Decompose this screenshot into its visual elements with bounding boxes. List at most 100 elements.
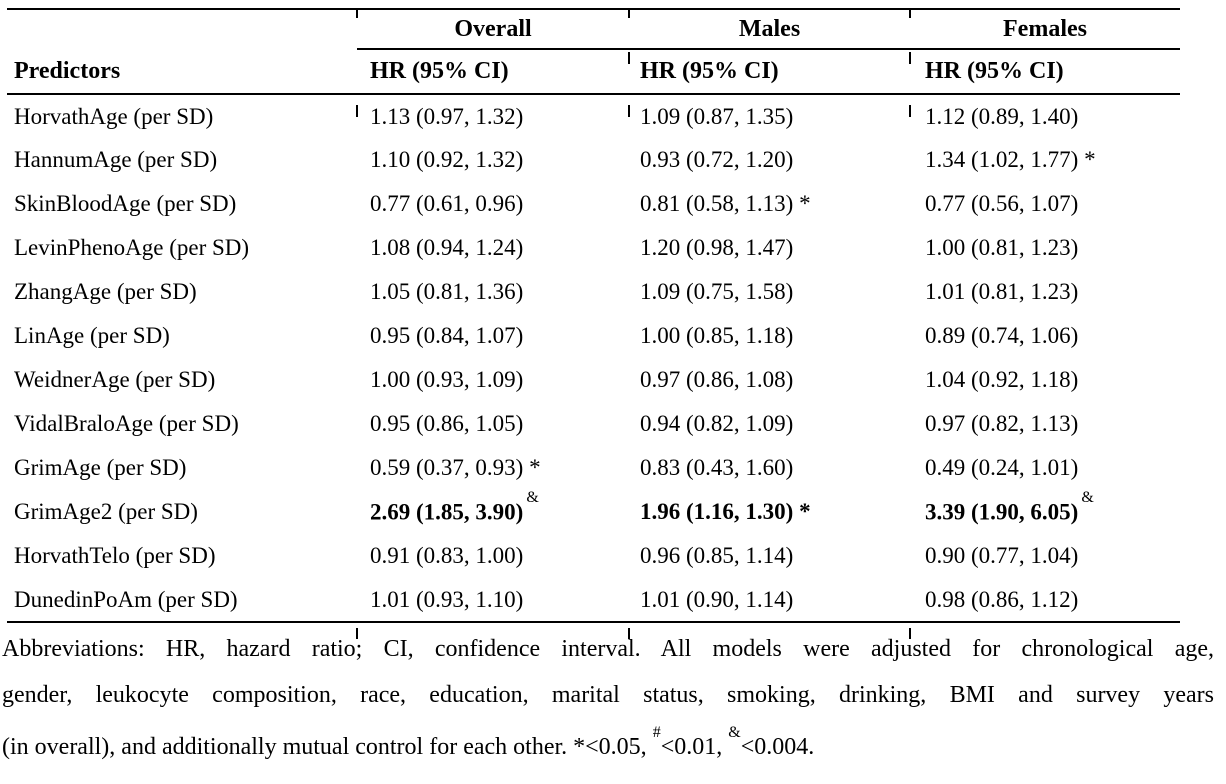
predictor-cell: LevinPhenoAge (per SD) <box>14 235 250 260</box>
predictor-cell: ZhangAge (per SD) <box>14 279 197 304</box>
footnote-text: <0.01, <box>660 734 729 760</box>
hr-value: 1.96 (1.16, 1.30) <box>640 499 794 524</box>
hr-cell-females: 0.90 (0.77, 1.04) <box>910 534 1180 578</box>
table-row: LevinPhenoAge (per SD) 1.08 (0.94, 1.24) 1… <box>7 226 1180 270</box>
hr-cell-males: 0.93 (0.72, 1.20) <box>629 138 910 182</box>
hr-value: 0.95 (0.86, 1.05) <box>370 411 524 436</box>
hr-value: 1.34 (1.02, 1.77) <box>925 147 1079 172</box>
column-group-females: Females <box>910 8 1180 50</box>
column-divider-tick <box>356 8 358 18</box>
column-divider-tick <box>628 8 630 18</box>
hazard-ratio-table: Overall Males Females Predictors HR (95%… <box>7 8 1180 623</box>
hr-value: 0.81 (0.58, 1.13) <box>640 191 794 216</box>
column-divider-tick <box>628 52 630 64</box>
table-row: HorvathAge (per SD) 1.13 (0.97, 1.32) 1.09… <box>7 94 1180 138</box>
hr-value: 1.09 (0.75, 1.58) <box>640 279 794 304</box>
hr-value: 0.95 (0.84, 1.07) <box>370 323 524 348</box>
column-divider-tick <box>909 628 911 639</box>
hr-value: 1.20 (0.98, 1.47) <box>640 235 794 260</box>
hr-cell-overall: 1.00 (0.93, 1.09) <box>357 358 629 402</box>
hr-value: 0.94 (0.82, 1.09) <box>640 411 794 436</box>
footnote-line-1: Abbreviations: HR, hazard ratio; CI, con… <box>2 636 1214 662</box>
column-divider-tick <box>909 105 911 117</box>
hr-cell-females: 3.39 (1.90, 6.05)& <box>910 489 1180 534</box>
table-body: HorvathAge (per SD) 1.13 (0.97, 1.32) 1.09… <box>7 94 1180 623</box>
hr-cell-overall: 1.05 (0.81, 1.36) <box>357 270 629 314</box>
hr-value: 3.39 (1.90, 6.05) <box>925 499 1079 525</box>
hr-cell-overall: 2.69 (1.85, 3.90)& <box>357 489 629 534</box>
hr-cell-overall: 1.08 (0.94, 1.24) <box>357 226 629 270</box>
column-divider-tick <box>628 628 630 639</box>
hr-value: 0.59 (0.37, 0.93) <box>370 455 524 480</box>
hr-value: 0.96 (0.85, 1.14) <box>640 543 794 568</box>
hr-value: 1.04 (0.92, 1.18) <box>925 367 1079 392</box>
hr-value: 1.01 (0.90, 1.14) <box>640 586 794 612</box>
hr-cell-males: 1.09 (0.87, 1.35) <box>629 94 910 138</box>
hr-cell-males: 1.00 (0.85, 1.18) <box>629 314 910 358</box>
hr-value: 2.69 (1.85, 3.90) <box>370 499 524 525</box>
subheader-hr-ci-males: HR (95% CI) <box>629 49 910 95</box>
hr-value: 0.89 (0.74, 1.06) <box>925 323 1079 348</box>
table-row: VidalBraloAge (per SD) 0.95 (0.86, 1.05) 0… <box>7 402 1180 446</box>
table-row: SkinBloodAge (per SD) 0.77 (0.61, 0.96) 0.… <box>7 182 1180 226</box>
table-row: HorvathTelo (per SD) 0.91 (0.83, 1.00) 0.9… <box>7 534 1180 578</box>
hr-cell-males: 0.83 (0.43, 1.60) <box>629 446 910 490</box>
hr-cell-females: 0.97 (0.82, 1.13) <box>910 402 1180 446</box>
predictor-cell: LinAge (per SD) <box>14 323 170 348</box>
footnote-line-2: gender, leukocyte composition, race, edu… <box>2 682 1214 708</box>
subheader-hr-ci-overall: HR (95% CI) <box>357 49 629 95</box>
hr-value: 0.98 (0.86, 1.12) <box>925 586 1079 612</box>
predictors-header: Predictors <box>7 49 357 95</box>
hr-cell-males: 1.96 (1.16, 1.30) * <box>629 490 910 534</box>
table-header: Overall Males Females Predictors HR (95%… <box>7 8 1180 95</box>
hr-cell-overall: 1.10 (0.92, 1.32) <box>357 138 629 182</box>
hr-cell-females: 1.01 (0.81, 1.23) <box>910 270 1180 314</box>
hr-value: 1.13 (0.97, 1.32) <box>370 103 524 129</box>
hr-cell-overall: 0.77 (0.61, 0.96) <box>357 182 629 226</box>
table-row: WeidnerAge (per SD) 1.00 (0.93, 1.09) 0.97… <box>7 358 1180 402</box>
predictor-cell: GrimAge (per SD) <box>14 455 187 480</box>
significance-asterisk: * <box>793 191 811 216</box>
predictor-cell: DunedinPoAm (per SD) <box>7 578 357 623</box>
hr-value: 0.77 (0.56, 1.07) <box>925 191 1079 216</box>
hr-cell-males: 1.01 (0.90, 1.14) <box>629 578 910 623</box>
hr-value: 1.00 (0.81, 1.23) <box>925 235 1079 260</box>
hr-cell-females: 1.12 (0.89, 1.40) <box>910 94 1180 138</box>
hr-value: 1.09 (0.87, 1.35) <box>640 103 794 129</box>
predictor-cell: HannumAge (per SD) <box>14 147 218 172</box>
hr-cell-overall: 0.95 (0.84, 1.07) <box>357 314 629 358</box>
hr-value: 0.83 (0.43, 1.60) <box>640 455 794 480</box>
hash-marker: # <box>652 724 661 741</box>
hr-value: 1.01 (0.81, 1.23) <box>925 279 1079 304</box>
hr-cell-females: 0.49 (0.24, 1.01) <box>910 446 1180 490</box>
predictor-cell: WeidnerAge (per SD) <box>14 367 216 392</box>
column-divider-tick <box>909 8 911 18</box>
significance-ampersand: & <box>526 489 539 507</box>
hr-cell-males: 0.96 (0.85, 1.14) <box>629 534 910 578</box>
hr-cell-males: 0.94 (0.82, 1.09) <box>629 402 910 446</box>
hr-cell-females: 1.00 (0.81, 1.23) <box>910 226 1180 270</box>
hr-value: 1.05 (0.81, 1.36) <box>370 279 524 304</box>
table-row: GrimAge2 (per SD) 2.69 (1.85, 3.90)& 1.96 … <box>7 489 1180 534</box>
predictor-cell: SkinBloodAge (per SD) <box>14 191 237 216</box>
hr-cell-overall: 0.95 (0.86, 1.05) <box>357 402 629 446</box>
hr-cell-males: 1.20 (0.98, 1.47) <box>629 226 910 270</box>
hr-cell-overall: 1.13 (0.97, 1.32) <box>357 94 629 138</box>
hr-value: 0.77 (0.61, 0.96) <box>370 191 524 216</box>
hr-cell-females: 1.04 (0.92, 1.18) <box>910 358 1180 402</box>
significance-asterisk: * <box>1078 147 1096 172</box>
predictor-cell: HorvathTelo (per SD) <box>14 543 216 568</box>
subheader-hr-ci-females: HR (95% CI) <box>910 49 1180 95</box>
paper-table-page: Overall Males Females Predictors HR (95%… <box>0 8 1226 784</box>
hr-cell-males: 1.09 (0.75, 1.58) <box>629 270 910 314</box>
column-divider-tick <box>356 628 358 639</box>
column-group-overall: Overall <box>357 8 629 50</box>
hr-value: 0.91 (0.83, 1.00) <box>370 543 524 568</box>
predictor-cell: GrimAge2 (per SD) <box>14 499 198 524</box>
footnote-line-3: (in overall), and additionally mutual co… <box>2 718 1214 770</box>
hr-cell-overall: 0.91 (0.83, 1.00) <box>357 534 629 578</box>
table-row: LinAge (per SD) 0.95 (0.84, 1.07) 1.00 (0.… <box>7 314 1180 358</box>
footnote-text: (in overall), and additionally mutual co… <box>2 734 653 760</box>
hr-value: 0.97 (0.82, 1.13) <box>925 411 1079 436</box>
footnote-text: <0.004. <box>740 734 815 760</box>
